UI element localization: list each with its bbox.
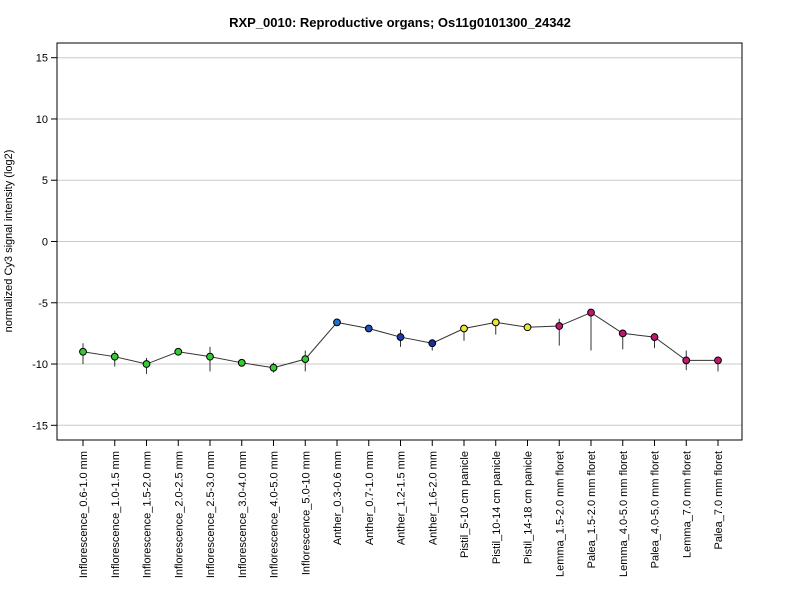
- x-tick-label: Lemma_4.0-5.0 mm floret: [618, 451, 630, 577]
- plot-frame: [56, 42, 743, 441]
- data-point: [555, 322, 564, 330]
- data-point: [650, 333, 659, 341]
- x-tick-label: Pistil_10-14 cm panicle: [491, 451, 503, 564]
- y-tick-label: 0: [42, 237, 48, 249]
- chart-title: RXP_0010: Reproductive organs; Os11g0101…: [229, 15, 571, 30]
- x-tick-label: Lemma_7.0 mm floret: [681, 451, 693, 558]
- x-tick-label: Inflorescence_0.6-1.0 mm: [78, 451, 90, 578]
- data-point: [301, 355, 310, 364]
- y-tick-label: 5: [42, 175, 48, 187]
- data-point: [396, 333, 405, 341]
- data-point: [79, 347, 87, 356]
- gridlines: [57, 57, 742, 426]
- data-point: [714, 356, 722, 365]
- x-tick-label: Anther_0.3-0.6 mm: [332, 451, 344, 545]
- x-tick-label: Inflorescence_3.0-4.0 mm: [237, 451, 249, 578]
- data-point: [428, 339, 437, 348]
- data-point: [142, 360, 151, 368]
- x-tick-label: Inflorescence_2.5-3.0 mm: [205, 451, 217, 578]
- x-tick-label: Inflorescence_4.0-5.0 mm: [269, 451, 281, 578]
- x-tick-label: Anther_0.7-1.0 mm: [364, 451, 376, 545]
- x-axis: Inflorescence_0.6-1.0 mm Inflorescence_1.…: [78, 440, 725, 578]
- x-tick-label: Palea_1.5-2.0 mm floret: [586, 451, 598, 568]
- data-point: [682, 356, 691, 365]
- x-tick-label: Palea_4.0-5.0 mm floret: [650, 451, 662, 568]
- data-point: [333, 318, 341, 327]
- y-axis: -15 -10 -5 0 5 10 15: [32, 53, 57, 432]
- y-axis-label: normalized Cy3 signal intensity (log2): [3, 150, 15, 333]
- x-tick-label: Inflorescence_1.5-2.0 mm: [142, 451, 154, 578]
- data-point: [491, 318, 500, 327]
- x-tick-label: Pistil_14-18 cm panicle: [523, 451, 535, 564]
- x-tick-label: Inflorescence_1.0-1.5 mm: [110, 451, 122, 578]
- x-tick-label: Anther_1.6-2.0 mm: [427, 451, 439, 545]
- data-point: [110, 352, 119, 361]
- data-point: [618, 329, 627, 338]
- x-tick-label: Pistil_5-10 cm panicle: [459, 451, 471, 558]
- data-point: [206, 352, 214, 361]
- data-point: [269, 363, 278, 372]
- y-tick-label: -10: [32, 359, 48, 371]
- x-tick-label: Inflorescence_5.0-10 mm: [300, 451, 312, 575]
- x-tick-label: Palea_7.0 mm floret: [713, 451, 725, 549]
- data-point: [364, 324, 373, 333]
- data-point: [460, 324, 468, 333]
- x-tick-label: Inflorescence_2.0-2.5 mm: [173, 451, 185, 578]
- data-point: [237, 358, 246, 367]
- x-tick-label: Lemma_1.5-2.0 mm floret: [554, 451, 566, 577]
- data-point: [174, 347, 183, 356]
- series-expression: [79, 308, 722, 374]
- y-tick-label: -15: [32, 420, 48, 432]
- data-point: [523, 323, 532, 332]
- y-tick-label: 15: [36, 53, 48, 65]
- data-point: [587, 308, 595, 317]
- y-tick-label: -5: [38, 298, 48, 310]
- y-tick-label: 10: [36, 114, 48, 126]
- x-tick-label: Anther_1.2-1.5 mm: [396, 451, 408, 545]
